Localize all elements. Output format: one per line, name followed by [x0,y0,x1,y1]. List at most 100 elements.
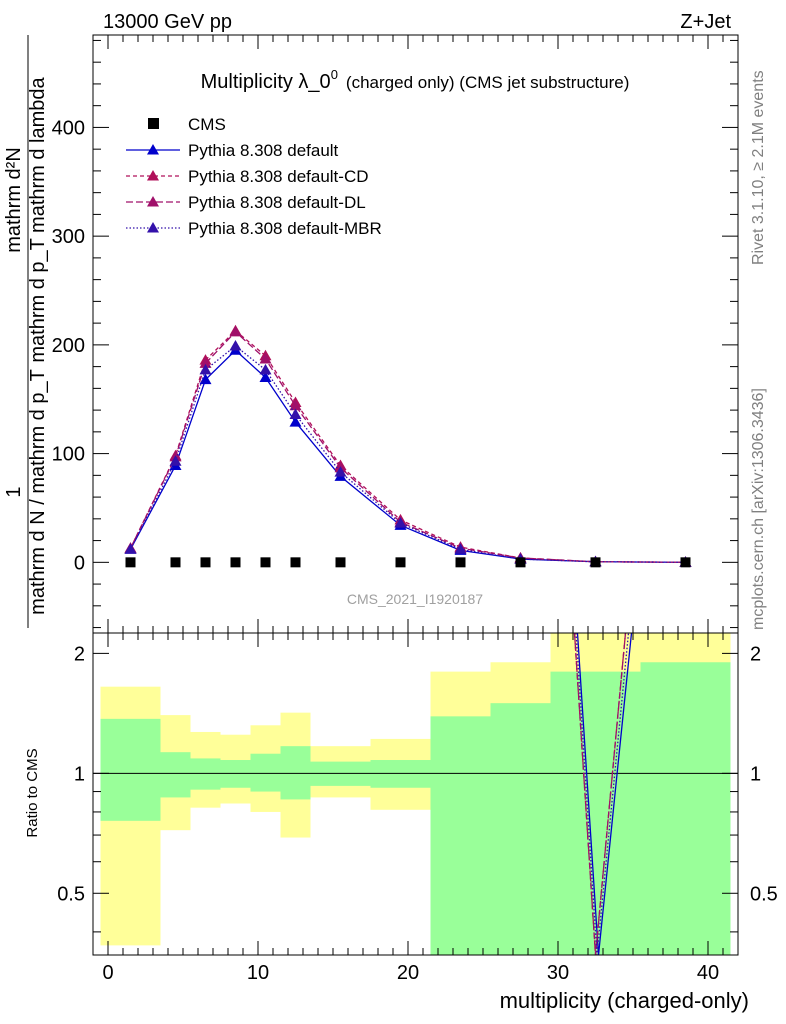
legend-marker [148,118,159,129]
series-point [229,339,242,351]
ratio-band-green [640,662,731,955]
main-y-label: mathrm d²N mathrm d p_T mathrm d lambda … [3,35,49,628]
title-suffix: (charged only) (CMS jet substructure) [346,73,629,92]
main-plot-marks [124,324,692,568]
legend-label: CMS [188,115,226,134]
series-point [334,466,347,477]
y-label-prefix: 1 [3,486,25,497]
title-superscript: 0 [331,67,338,82]
data-point [515,557,526,568]
main-plot-title: Multiplicity λ_00 (charged only) (CMS jet… [201,67,630,93]
legend-label: Pythia 8.308 default-CD [188,167,369,186]
series-point [169,455,182,466]
ratio-band-green [490,703,551,955]
ratio-y-tick-label-right: 0.5 [750,883,778,905]
y-label-normalization: mathrm d N / mathrm d p_T [27,369,49,615]
legend-item: Pythia 8.308 default-DL [126,193,366,212]
main-y-tick-label: 300 [52,226,85,248]
ratio-y-tick-label-right: 2 [750,643,761,665]
ratio-band-green [220,760,251,788]
series-point [454,543,467,554]
legend-label: Pythia 8.308 default-DL [188,193,366,212]
data-point [230,557,241,568]
legend-label: Pythia 8.308 default-MBR [188,219,382,238]
legend-label: Pythia 8.308 default [188,141,339,160]
legend-marker [147,196,159,207]
data-point [680,557,691,568]
legend: CMS Pythia 8.308 default Pythia 8.308 defa… [126,115,382,238]
main-x-ticks [92,35,739,633]
ratio-y-ticks: 0.5 0.5 1 1 2 2 [57,643,778,933]
data-points [125,557,691,568]
series-point [289,399,302,411]
legend-marker [147,170,159,181]
x-axis-label: multiplicity (charged-only) [500,988,749,1013]
data-point [590,557,601,568]
x-tick-label: 40 [697,962,719,984]
main-y-tick-label: 0 [74,552,85,574]
data-point [125,557,136,568]
data-point [335,557,346,568]
data-point [290,557,301,568]
ratio-band-green [100,718,161,821]
series-line [129,329,686,563]
x-tick-label: 10 [247,962,269,984]
data-point [170,557,181,568]
series-point [199,357,212,368]
title-main: Multiplicity λ_0 [201,71,331,93]
legend-item: CMS [148,115,226,134]
series-1 [124,344,692,567]
ratio-band-green [430,716,491,955]
main-y-tick-label: 200 [52,335,85,357]
energy-label: 13000 GeV pp [103,11,232,33]
series-point [124,543,137,554]
data-point [200,557,211,568]
legend-item: Pythia 8.308 default [126,141,339,160]
series-point [259,353,272,364]
series-point [289,408,302,419]
series-line [129,330,686,563]
mcplots-label: mcplots.cern.ch [arXiv:1306.3436] [750,388,767,630]
x-tick-label: 0 [102,962,113,984]
series-2 [124,324,692,567]
legend-marker [147,222,159,233]
y-label-numerator: mathrm d²N [3,147,25,253]
ratio-plot-frame [92,632,739,956]
ratio-band-green [370,760,431,788]
watermark: CMS_2021_I1920187 [347,591,483,607]
ratio-panel: 0.5 0.5 1 1 2 2 0 10 20 30 40 Ratio to CMS multip… [24,632,778,1013]
data-point [455,557,466,568]
y-label-denominator: mathrm d p_T mathrm d lambda [27,76,49,362]
x-tick-label: 30 [547,962,569,984]
main-y-ticks: 0 100 200 300 400 [52,39,738,629]
ratio-y-tick-label-left: 0.5 [57,883,85,905]
data-point [395,557,406,568]
main-y-tick-label: 100 [52,444,85,466]
process-label: Z+Jet [680,11,731,33]
ratio-y-tick-label-right: 1 [750,763,761,785]
ratio-x-ticks: 0 10 20 30 40 [92,633,739,984]
x-tick-label: 20 [397,962,419,984]
main-y-tick-label: 400 [52,117,85,139]
data-point [260,557,271,568]
rivet-label: Rivet 3.1.10, ≥ 2.1M events [750,70,767,265]
series-point [229,325,242,337]
legend-marker [147,144,159,155]
legend-item: Pythia 8.308 default-CD [126,167,369,186]
ratio-band-green [250,753,281,792]
series-point [394,517,407,528]
ratio-y-tick-label-left: 1 [74,763,85,785]
ratio-y-tick-label-left: 2 [74,643,85,665]
series-4 [124,339,692,567]
ratio-band-green [280,746,311,800]
series-point [259,371,272,382]
series-point [259,363,272,375]
ratio-band-green [160,752,191,798]
ratio-y-label: Ratio to CMS [24,748,41,837]
series-line [129,345,686,563]
ratio-band-green [190,758,221,790]
legend-item: Pythia 8.308 default-MBR [126,219,382,238]
series-point [289,416,302,427]
series-point [199,363,212,375]
